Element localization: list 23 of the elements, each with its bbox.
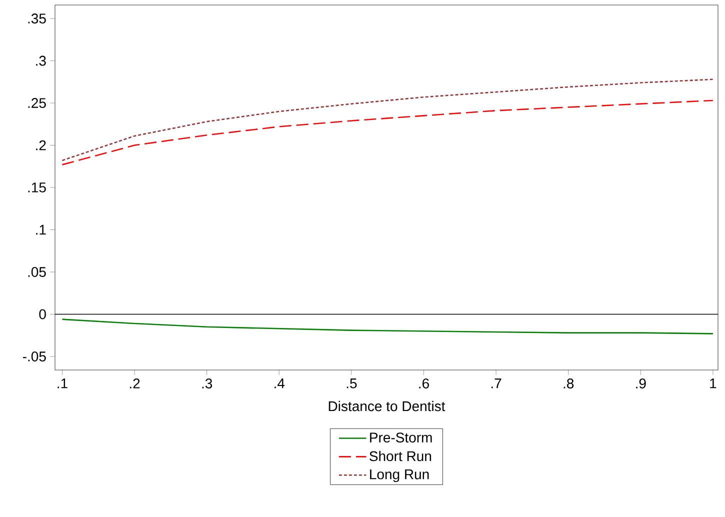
y-tick-label: .15 <box>28 182 46 192</box>
x-tick-label: .9 <box>636 378 646 388</box>
y-tick-label: .35 <box>28 14 46 24</box>
legend-label: Pre-Storm <box>370 432 432 443</box>
x-tick-label: 1 <box>710 378 716 388</box>
x-tick-label: .5 <box>346 378 357 388</box>
y-tick-label: -.05 <box>22 352 46 362</box>
legend-label: Short Run <box>370 450 432 462</box>
y-tick-label: .1 <box>36 224 46 235</box>
x-tick-label: .3 <box>202 378 212 388</box>
y-tick-label: .05 <box>28 267 46 277</box>
legend-label: Long Run <box>370 470 429 482</box>
x-tick-label: .7 <box>491 378 502 388</box>
y-tick-label: 0 <box>39 309 46 320</box>
y-tick-label: .25 <box>28 98 46 108</box>
x-tick-label: .8 <box>564 378 574 388</box>
x-tick-label: .6 <box>419 378 429 388</box>
y-tick-label: .3 <box>36 56 46 66</box>
x-tick-label: .2 <box>130 378 140 388</box>
x-tick-label: .1 <box>58 378 68 388</box>
y-tick-label: .2 <box>36 140 46 150</box>
x-axis-title: Distance to Dentist <box>328 400 446 412</box>
x-tick-label: .4 <box>274 378 285 388</box>
